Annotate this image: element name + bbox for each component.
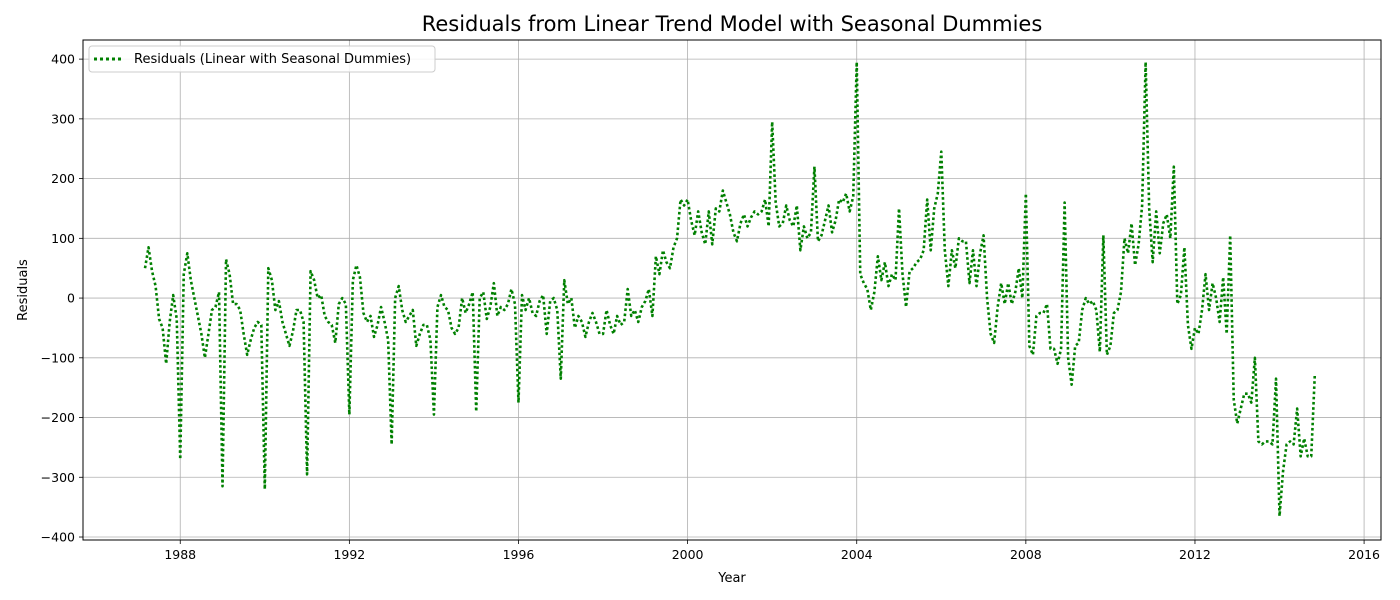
y-tick-label: −400 [41,530,75,545]
legend-label: Residuals (Linear with Seasonal Dummies) [134,52,411,67]
y-tick-label: 200 [51,171,75,186]
grid-lines [83,40,1381,540]
y-tick-label: 300 [51,111,75,126]
x-tick-label: 2008 [1010,547,1042,562]
y-tick-label: −200 [41,410,75,425]
y-axis-label: Residuals [16,259,31,321]
x-axis-label: Year [717,571,746,586]
y-tick-label: 0 [67,291,75,306]
x-tick-label: 1988 [164,547,196,562]
x-tick-label: 1992 [333,547,365,562]
y-tick-label: 400 [51,52,75,67]
y-tick-label: 100 [51,231,75,246]
series-lines [143,60,1317,518]
x-tick-label: 1996 [503,547,535,562]
plot-area-frame [82,39,1382,541]
series-line [143,60,1317,518]
x-tick-label: 2000 [672,547,704,562]
legend-box [88,45,436,73]
legend: Residuals (Linear with Seasonal Dummies) [88,45,436,73]
x-tick-label: 2016 [1348,547,1380,562]
y-tick-label: −100 [41,350,75,365]
x-tick-label: 2004 [841,547,873,562]
chart-title: Residuals from Linear Trend Model with S… [422,12,1043,36]
axis-ticks: 1988 1992 1996 2000 2004 2008 2012 2016−400−300… [41,52,1380,562]
x-tick-label: 2012 [1179,547,1211,562]
y-tick-label: −300 [41,470,75,485]
